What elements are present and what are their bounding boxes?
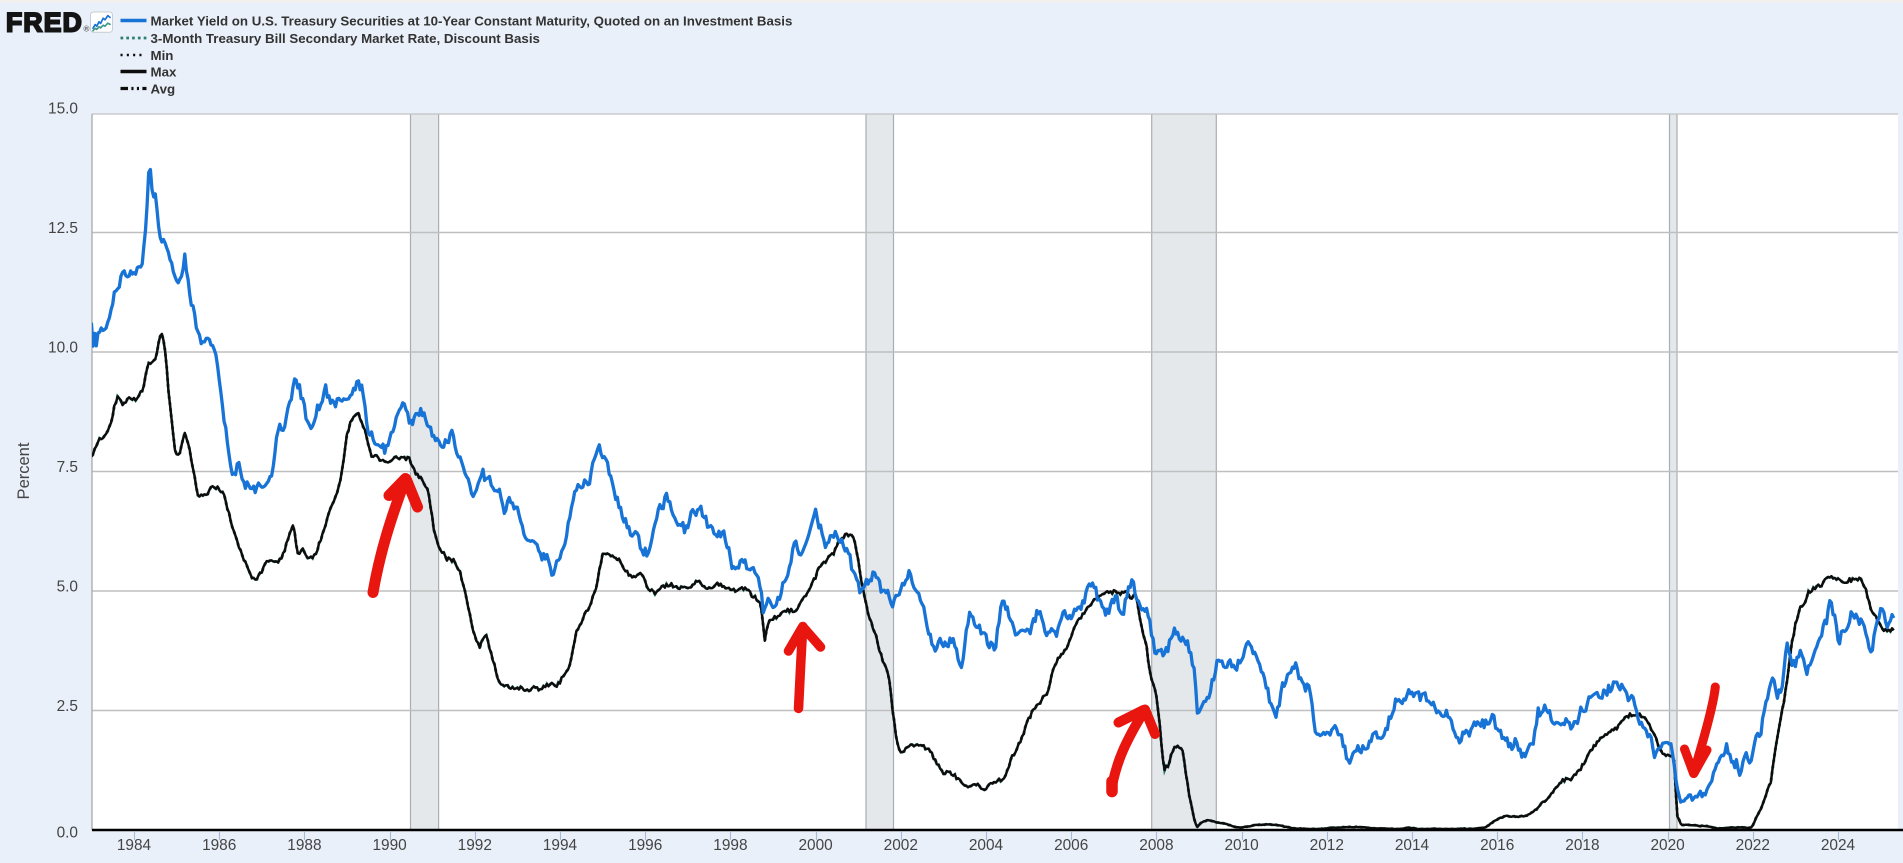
svg-text:1984: 1984 <box>117 837 152 854</box>
svg-text:Percent: Percent <box>15 442 33 499</box>
svg-text:Market Yield on U.S. Treasury: Market Yield on U.S. Treasury Securities… <box>151 13 793 28</box>
svg-text:2008: 2008 <box>1139 837 1173 854</box>
svg-text:2024: 2024 <box>1821 837 1856 854</box>
svg-text:1990: 1990 <box>372 837 406 854</box>
svg-text:Min: Min <box>151 48 174 63</box>
svg-text:2006: 2006 <box>1054 837 1088 854</box>
svg-text:1996: 1996 <box>628 837 662 854</box>
svg-text:FRED: FRED <box>6 8 83 38</box>
svg-text:5.0: 5.0 <box>57 579 78 596</box>
svg-text:2014: 2014 <box>1395 837 1430 854</box>
svg-text:2022: 2022 <box>1736 837 1770 854</box>
svg-text:3-Month Treasury Bill Secondar: 3-Month Treasury Bill Secondary Market R… <box>151 31 540 46</box>
svg-text:1988: 1988 <box>287 837 321 854</box>
svg-text:0.0: 0.0 <box>57 824 78 841</box>
svg-text:Max: Max <box>151 64 177 79</box>
svg-text:2016: 2016 <box>1480 837 1514 854</box>
svg-text:®: ® <box>84 25 90 34</box>
svg-text:2004: 2004 <box>969 837 1004 854</box>
svg-text:15.0: 15.0 <box>48 101 78 118</box>
svg-text:12.5: 12.5 <box>48 220 78 237</box>
svg-text:1992: 1992 <box>458 837 492 854</box>
svg-text:7.5: 7.5 <box>57 459 78 476</box>
svg-text:2018: 2018 <box>1565 837 1599 854</box>
svg-text:2012: 2012 <box>1310 837 1344 854</box>
svg-text:1998: 1998 <box>713 837 747 854</box>
svg-text:1994: 1994 <box>543 837 578 854</box>
svg-text:2002: 2002 <box>884 837 918 854</box>
svg-text:1986: 1986 <box>202 837 236 854</box>
svg-text:10.0: 10.0 <box>48 340 78 357</box>
svg-text:2020: 2020 <box>1650 837 1684 854</box>
svg-text:Avg: Avg <box>151 81 176 96</box>
svg-text:2.5: 2.5 <box>57 698 78 715</box>
svg-text:2010: 2010 <box>1224 837 1258 854</box>
svg-text:2000: 2000 <box>798 837 832 854</box>
